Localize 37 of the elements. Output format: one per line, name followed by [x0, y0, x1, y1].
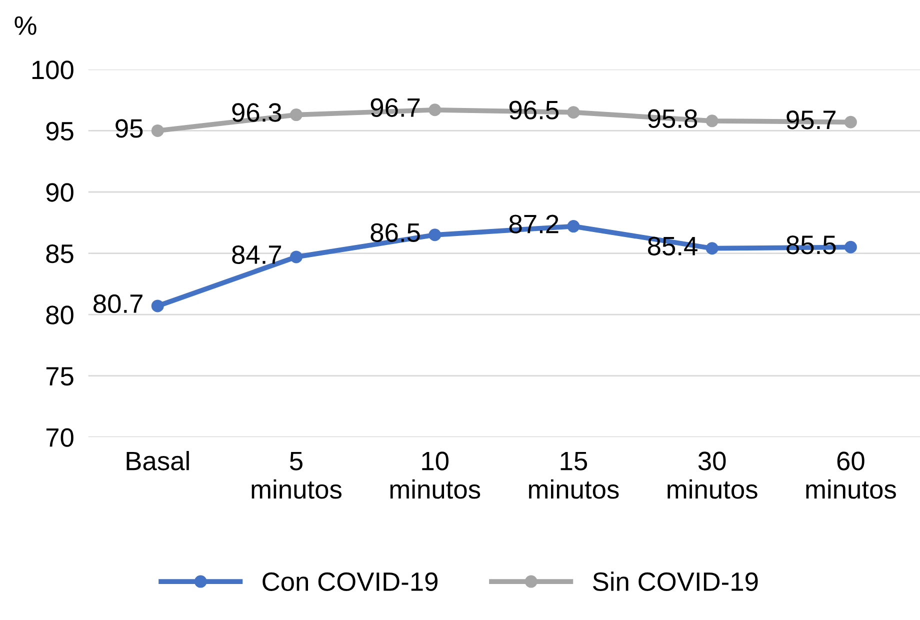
x-tick-label: 10 minutos [390, 452, 480, 499]
data-label: 84.7 [232, 245, 282, 264]
point [706, 114, 718, 128]
data-label: 96.3 [232, 103, 282, 122]
x-tick-label: 5 minutos [252, 452, 342, 499]
data-label: 80.7 [94, 294, 142, 314]
x-tick-label: 30 minutos [668, 452, 758, 499]
y-tick-label: 85 [46, 244, 74, 264]
y-tick-label: 70 [46, 428, 74, 447]
data-label: 95 [116, 119, 143, 138]
data-label: 96.5 [509, 100, 558, 120]
data-label: 86.5 [370, 223, 420, 242]
x-tick-label: 15 minutos [529, 452, 619, 499]
point [428, 228, 442, 242]
point [290, 108, 302, 122]
point [844, 116, 857, 128]
y-tick-label: 80 [46, 306, 74, 324]
y-tick-label: 75 [46, 367, 74, 386]
y-tick-label: 100 [32, 60, 74, 80]
legend-label: Sin COVID-19 [593, 572, 758, 592]
point [428, 104, 442, 116]
legend-label: Con COVID-19 [262, 572, 438, 592]
point [151, 124, 164, 137]
point [290, 250, 302, 264]
point [567, 106, 580, 119]
y-tick-label: 90 [46, 183, 74, 202]
x-tick-label: Basal [126, 450, 189, 470]
x-tick-label: 60 minutos [806, 452, 896, 499]
point [567, 220, 580, 233]
point [151, 300, 164, 312]
y-axis-title: % [14, 16, 36, 35]
data-label: 95.7 [786, 110, 836, 130]
y-tick-label: 95 [46, 122, 74, 141]
point [706, 242, 718, 255]
data-label: 96.7 [370, 98, 420, 117]
point [844, 240, 857, 254]
data-label: 95.8 [648, 109, 698, 128]
